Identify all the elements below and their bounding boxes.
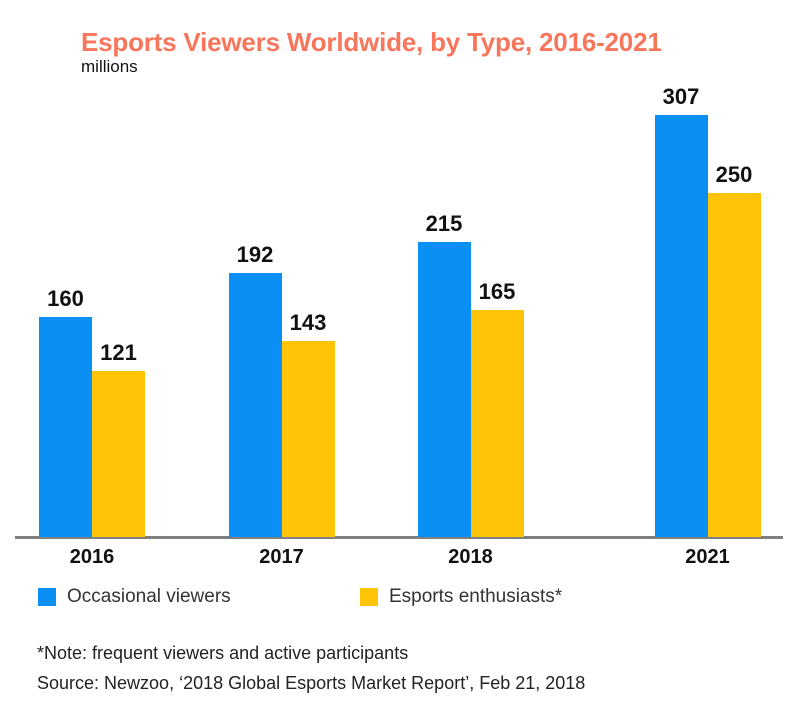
chart-units-label: millions (81, 57, 138, 76)
legend-swatch-icon (38, 588, 56, 606)
legend-swatch-icon (360, 588, 378, 606)
legend-label: Esports enthusiasts* (389, 586, 563, 607)
value-label-2016-occasional-viewers: 160 (47, 286, 84, 311)
x-axis-line (15, 536, 783, 539)
x-axis-label-2018: 2018 (448, 546, 493, 568)
footnote: *Note: frequent viewers and active parti… (37, 643, 409, 663)
x-axis-label-2021: 2021 (685, 546, 730, 568)
value-label-2017-esports-enthusiasts: 143 (289, 310, 327, 335)
value-label-2018-occasional-viewers: 215 (425, 211, 463, 236)
x-axis-label-2016: 2016 (69, 546, 115, 568)
value-label-2016-esports-enthusiasts: 121 (100, 340, 137, 365)
x-axis-label-2017: 2017 (259, 546, 304, 568)
value-label-2021-occasional-viewers: 307 (662, 84, 700, 109)
value-label-2018-esports-enthusiasts: 165 (478, 279, 516, 304)
value-label-2017-occasional-viewers: 192 (236, 242, 274, 267)
bar-2016-occasional-viewers (39, 317, 92, 537)
chart-title: Esports Viewers Worldwide, by Type, 2016… (81, 27, 662, 57)
legend-item-occasional-viewers: Occasional viewers (38, 586, 231, 608)
value-label-2021-esports-enthusiasts: 250 (715, 162, 753, 187)
bar-2016-esports-enthusiasts (92, 371, 145, 537)
bar-2017-occasional-viewers (228, 273, 282, 537)
bar-2017-esports-enthusiasts (281, 341, 335, 537)
source-attribution: Source: Newzoo, ‘2018 Global Esports Mar… (37, 673, 586, 693)
bar-2021-esports-enthusiasts (707, 193, 761, 537)
bar-2018-occasional-viewers (417, 242, 471, 537)
plot-area: 160 121 2016 192 143 2017 215 165 2018 307 250 2021 (15, 84, 783, 568)
bar-2021-occasional-viewers (654, 115, 708, 537)
legend-item-esports-enthusiasts: Esports enthusiasts* (360, 586, 562, 608)
legend-label: Occasional viewers (67, 586, 231, 607)
bar-2018-esports-enthusiasts (470, 310, 524, 537)
